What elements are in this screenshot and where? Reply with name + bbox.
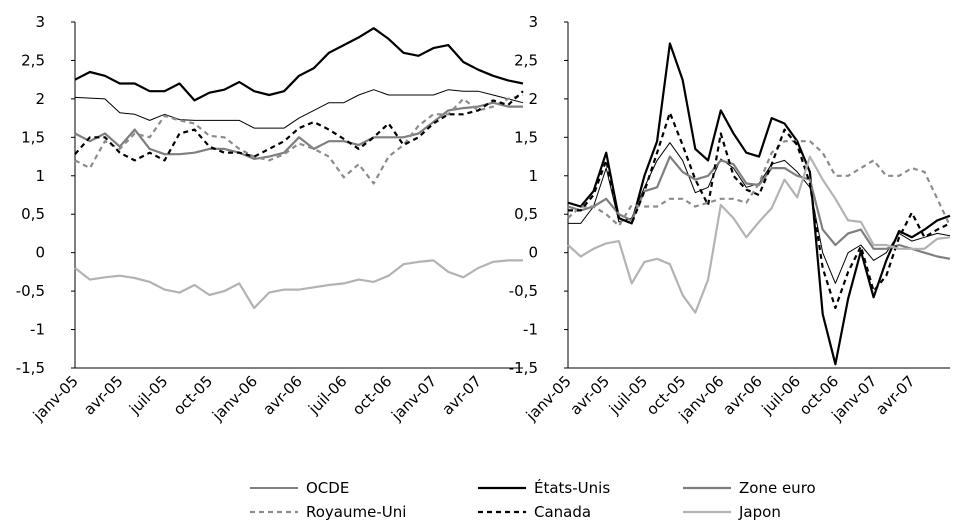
x-tick-label: juil-06 xyxy=(304,372,350,418)
legend-label: Zone euro xyxy=(739,479,816,497)
series-line xyxy=(567,42,951,366)
y-tick-label: 1,5 xyxy=(21,128,45,146)
y-tick-label: 0 xyxy=(528,244,538,262)
x-tick-label: avr-07 xyxy=(439,372,486,419)
y-tick-label: -0,5 xyxy=(509,282,538,300)
x-tick-label: avr-05 xyxy=(80,372,127,419)
y-tick-label: -1,5 xyxy=(509,359,538,377)
x-tick-label: avr-06 xyxy=(259,372,306,419)
x-tick-label: avr-07 xyxy=(872,372,919,419)
x-tick-label: avr-05 xyxy=(567,372,614,419)
legend-label: Canada xyxy=(534,503,591,520)
series-line xyxy=(74,101,523,160)
y-tick-label: 2 xyxy=(528,90,538,108)
x-tick-label: juil-06 xyxy=(758,372,804,418)
legend-label: États-Unis xyxy=(534,478,610,497)
x-tick-label: janv-06 xyxy=(208,372,261,425)
legend-label: Japon xyxy=(738,503,781,520)
x-tick-label: juil-05 xyxy=(125,372,171,418)
y-tick-label: 2,5 xyxy=(21,51,45,69)
series-line xyxy=(74,93,524,185)
y-tick-label: 3 xyxy=(528,13,538,31)
y-tick-label: 1,5 xyxy=(514,128,538,146)
y-tick-label: 1 xyxy=(528,167,538,185)
x-tick-label: janv-05 xyxy=(522,372,575,425)
y-tick-label: 2 xyxy=(35,90,45,108)
y-tick-label: 0,5 xyxy=(21,205,45,223)
y-tick-label: -1 xyxy=(523,321,538,339)
x-tick-label: janv-05 xyxy=(29,372,82,425)
y-tick-label: 3 xyxy=(35,13,45,31)
series-line xyxy=(74,27,524,102)
x-tick-label: avr-06 xyxy=(719,372,766,419)
series-line xyxy=(74,89,524,129)
x-tick-label: janv-07 xyxy=(387,372,440,425)
x-tick-label: juil-05 xyxy=(605,372,651,418)
series-line xyxy=(567,155,951,314)
series-line xyxy=(74,259,523,310)
series-line xyxy=(568,111,951,310)
y-tick-label: 2,5 xyxy=(514,51,538,69)
series-line xyxy=(74,90,524,162)
y-tick-label: -1 xyxy=(30,321,45,339)
legend-label: OCDE xyxy=(306,479,349,497)
y-tick-label: 1 xyxy=(35,167,45,185)
y-tick-label: -1,5 xyxy=(16,359,45,377)
y-tick-label: -0,5 xyxy=(16,282,45,300)
y-tick-label: 0 xyxy=(35,244,45,262)
legend-label: Royaume-Uni xyxy=(306,503,406,520)
y-tick-label: 0,5 xyxy=(514,205,538,223)
